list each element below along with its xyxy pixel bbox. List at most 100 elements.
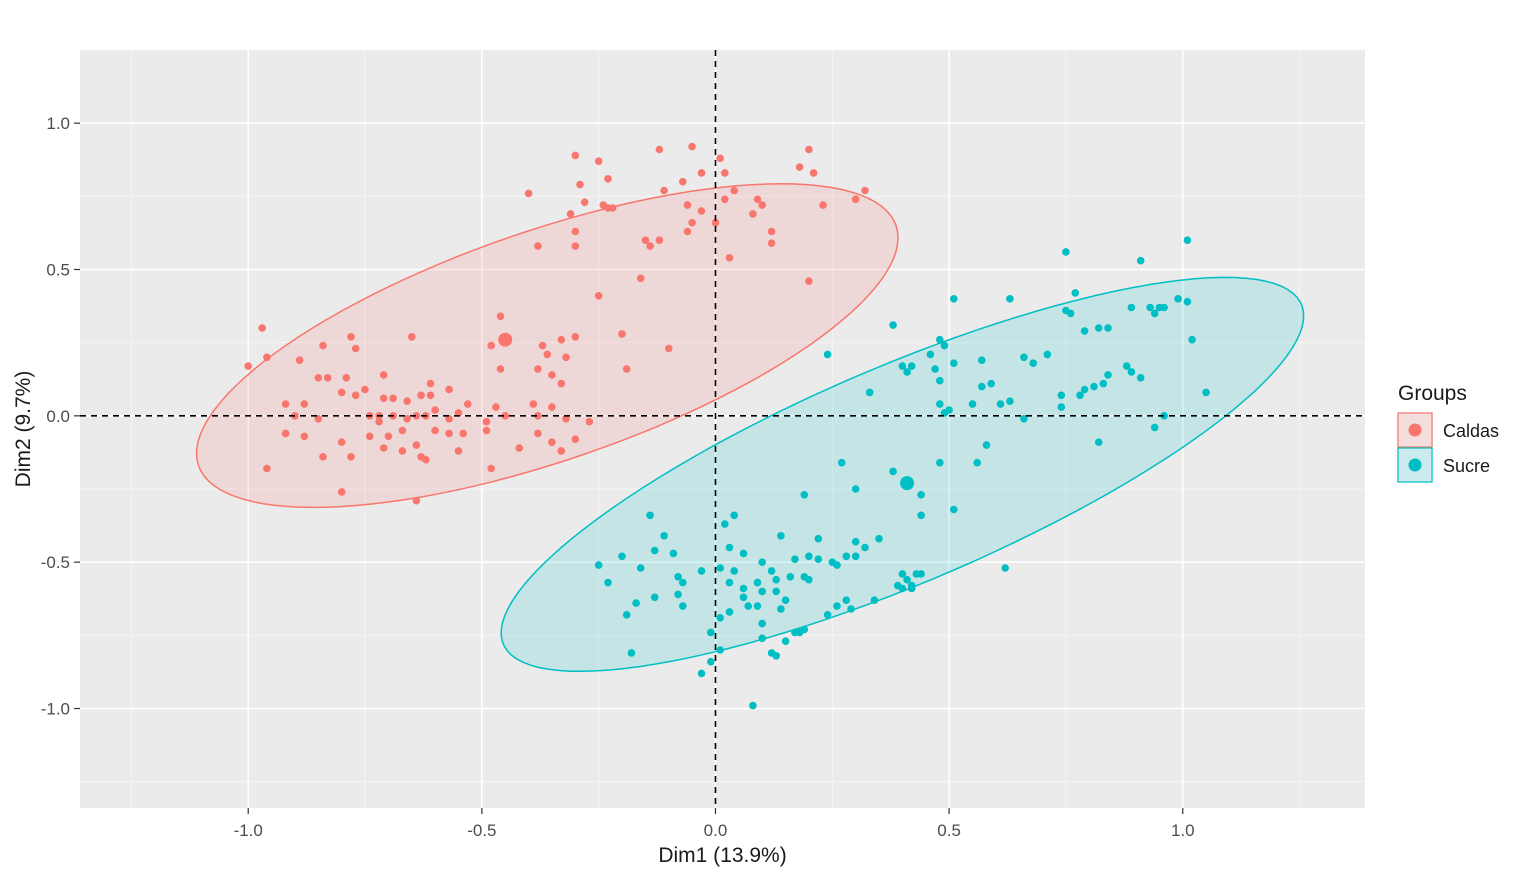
- point-caldas: [566, 210, 575, 218]
- point-sucre: [758, 619, 766, 628]
- point-caldas: [412, 441, 421, 449]
- point-sucre: [1006, 397, 1014, 406]
- point-sucre: [730, 511, 738, 520]
- point-caldas: [571, 333, 580, 341]
- reference-lines: [80, 50, 1365, 808]
- point-sucre: [716, 614, 724, 622]
- point-caldas: [767, 227, 776, 236]
- point-sucre: [795, 628, 804, 637]
- point-sucre: [940, 409, 949, 417]
- point-sucre: [1160, 412, 1168, 420]
- point-sucre: [1202, 388, 1210, 397]
- point-sucre: [805, 552, 813, 561]
- point-caldas: [819, 201, 827, 209]
- point-sucre: [1057, 391, 1066, 400]
- point-caldas: [496, 365, 505, 373]
- point-sucre: [707, 628, 715, 637]
- point-sucre: [978, 382, 986, 391]
- point-sucre: [1090, 382, 1098, 391]
- point-caldas: [721, 169, 729, 177]
- point-sucre: [1188, 335, 1196, 344]
- y-axis: 1.0 0.5 0.0 -0.5 -1.0: [41, 114, 80, 718]
- point-sucre: [870, 596, 879, 604]
- point-caldas: [412, 412, 421, 420]
- centroid-caldas: [498, 332, 513, 347]
- point-caldas: [548, 403, 556, 411]
- legend-marker-caldas: [1408, 423, 1422, 437]
- point-sucre: [679, 578, 687, 587]
- point-caldas: [454, 447, 463, 455]
- point-sucre: [842, 596, 851, 604]
- point-caldas: [749, 210, 757, 218]
- point-sucre: [898, 362, 907, 370]
- point-caldas: [337, 438, 346, 447]
- point-caldas: [300, 432, 309, 441]
- point-sucre: [1080, 327, 1089, 335]
- point-sucre: [950, 295, 958, 303]
- point-sucre: [987, 379, 995, 388]
- point-sucre: [861, 543, 869, 552]
- point-sucre: [1094, 324, 1103, 332]
- point-caldas: [805, 145, 813, 154]
- point-caldas: [314, 415, 323, 423]
- point-sucre: [907, 584, 916, 593]
- point-caldas: [688, 218, 696, 227]
- point-sucre: [725, 608, 734, 616]
- point-caldas: [548, 371, 556, 379]
- point-caldas: [337, 388, 346, 397]
- point-sucre: [739, 549, 748, 558]
- point-caldas: [529, 400, 538, 408]
- point-sucre: [594, 561, 603, 569]
- point-sucre: [627, 649, 636, 657]
- point-caldas: [655, 236, 664, 244]
- point-caldas: [608, 204, 617, 212]
- point-caldas: [258, 324, 267, 332]
- point-caldas: [534, 429, 542, 438]
- point-caldas: [379, 371, 388, 379]
- point-caldas: [403, 415, 411, 423]
- point-sucre: [805, 575, 813, 584]
- point-sucre: [758, 587, 766, 596]
- point-caldas: [379, 444, 388, 452]
- point-sucre: [917, 491, 925, 499]
- point-sucre: [968, 400, 977, 408]
- point-caldas: [618, 330, 626, 338]
- point-sucre: [725, 543, 734, 552]
- y-tick-label: 0.0: [46, 407, 70, 426]
- point-caldas: [730, 186, 738, 195]
- point-sucre: [632, 599, 640, 607]
- point-sucre: [1043, 350, 1052, 359]
- point-sucre: [772, 652, 780, 660]
- point-sucre: [800, 491, 809, 499]
- point-caldas: [300, 400, 309, 408]
- point-sucre: [1094, 438, 1103, 447]
- point-sucre: [1066, 309, 1075, 318]
- point-caldas: [281, 400, 290, 408]
- point-sucre: [772, 587, 780, 596]
- point-sucre: [851, 537, 860, 546]
- point-caldas: [454, 409, 463, 417]
- point-sucre: [889, 467, 897, 476]
- point-caldas: [851, 195, 860, 204]
- grid-minor: [80, 49, 1365, 808]
- point-caldas: [422, 455, 430, 464]
- legend-label-caldas: Caldas: [1443, 421, 1499, 441]
- point-caldas: [646, 242, 654, 250]
- point-caldas: [767, 239, 776, 247]
- point-sucre: [893, 581, 902, 590]
- point-caldas: [314, 374, 323, 382]
- point-sucre: [650, 546, 659, 555]
- point-caldas: [580, 198, 589, 206]
- point-caldas: [323, 374, 332, 382]
- point-caldas: [295, 356, 304, 365]
- point-sucre: [847, 605, 855, 613]
- point-caldas: [365, 432, 374, 441]
- point-caldas: [636, 274, 645, 283]
- point-sucre: [1099, 379, 1108, 388]
- point-caldas: [534, 365, 542, 373]
- point-caldas: [697, 207, 706, 215]
- point-sucre: [936, 400, 944, 408]
- point-caldas: [594, 157, 603, 165]
- x-tick-label: -1.0: [234, 821, 263, 840]
- point-sucre: [1057, 403, 1066, 411]
